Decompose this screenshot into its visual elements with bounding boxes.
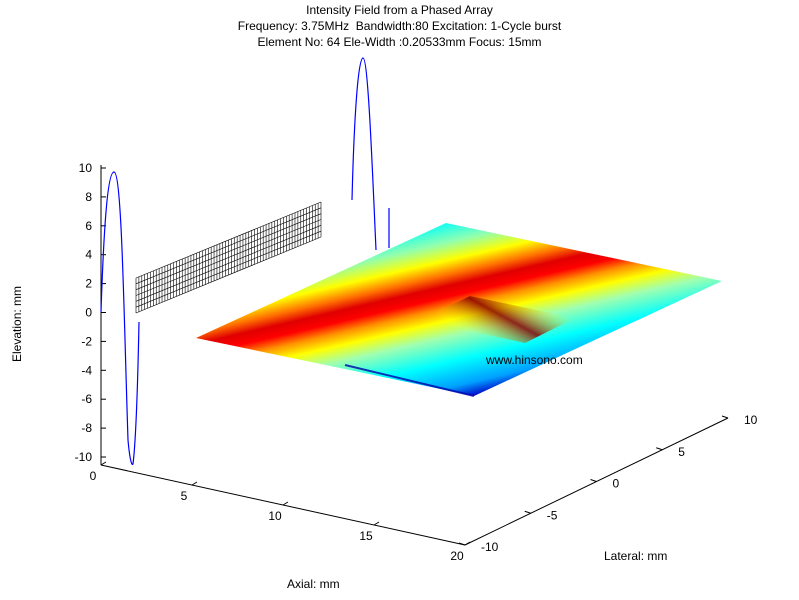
element-row-line xyxy=(135,236,322,314)
focal-zone xyxy=(420,296,575,343)
axial-tick-label: 10 xyxy=(268,509,282,523)
elevation-tick-label: -2 xyxy=(81,334,92,348)
lateral-tick-mark xyxy=(721,415,729,419)
lateral-tick-mark xyxy=(656,447,663,451)
elevation-tick-label: 0 xyxy=(85,306,92,320)
elevation-ticks: 10 8 6 4 2 0 -2 -4 -6 -8 -10 xyxy=(75,161,106,464)
transducer-element-grid xyxy=(135,201,322,314)
axial-tick-label: 0 xyxy=(90,469,97,483)
chart-title-line-2: Frequency: 3.75MHz Bandwidth:80 Excitati… xyxy=(237,19,562,33)
element-row-line xyxy=(135,230,322,308)
element-row-line xyxy=(135,207,322,285)
intensity-surface xyxy=(196,223,722,397)
elevation-tick-label: 6 xyxy=(85,219,92,233)
lateral-tick-mark xyxy=(590,479,597,482)
axial-tick-mark xyxy=(191,481,198,486)
elevation-tick-label: 10 xyxy=(79,161,93,175)
elevation-tick-label: 2 xyxy=(85,277,92,291)
lateral-tick-label: 10 xyxy=(744,413,758,427)
chart-title-line-3: Element No: 64 Ele-Width :0.20533mm Focu… xyxy=(257,35,542,49)
axial-tick-label: 5 xyxy=(181,489,188,503)
elevation-tick-label: -4 xyxy=(81,363,92,377)
lateral-tick-label: -10 xyxy=(481,540,499,554)
watermark-text: www.hinsono.com xyxy=(485,353,583,367)
element-row-line xyxy=(135,219,322,296)
axial-ticks: 0 5 10 15 20 xyxy=(90,461,471,563)
axial-tick-mark xyxy=(100,461,107,466)
excitation-pulse-left xyxy=(100,171,140,466)
lateral-axis-label: Lateral: mm xyxy=(604,549,668,563)
axial-tick-mark xyxy=(464,541,471,546)
lateral-tick-label: -5 xyxy=(547,508,558,522)
elevation-tick-label: -8 xyxy=(81,421,92,435)
lateral-tick-label: 5 xyxy=(678,445,685,459)
elevation-axis-label: Elevation: mm xyxy=(10,285,24,362)
axial-tick-mark xyxy=(373,521,380,526)
elevation-tick-label: -6 xyxy=(81,392,92,406)
elevation-tick-label: 4 xyxy=(85,248,92,262)
excitation-pulse-center xyxy=(351,57,377,251)
surface-dark-edge xyxy=(344,364,475,397)
axial-tick-label: 20 xyxy=(450,549,464,563)
elevation-tick-label: 8 xyxy=(85,190,92,204)
lateral-ticks: -10 -5 0 5 10 xyxy=(458,413,758,554)
axial-axis-label: Axial: mm xyxy=(287,577,340,591)
lateral-tick-mark xyxy=(524,510,531,514)
element-row-line xyxy=(135,225,322,302)
lateral-tick-label: 0 xyxy=(613,477,620,491)
axial-tick-mark xyxy=(282,501,289,506)
axial-tick-label: 15 xyxy=(359,529,373,543)
element-row-line xyxy=(135,201,322,279)
element-row-line xyxy=(135,213,322,290)
elevation-tick-label: -10 xyxy=(75,450,93,464)
lateral-tick-mark xyxy=(458,542,466,546)
chart-title-line-1: Intensity Field from a Phased Array xyxy=(306,3,493,17)
